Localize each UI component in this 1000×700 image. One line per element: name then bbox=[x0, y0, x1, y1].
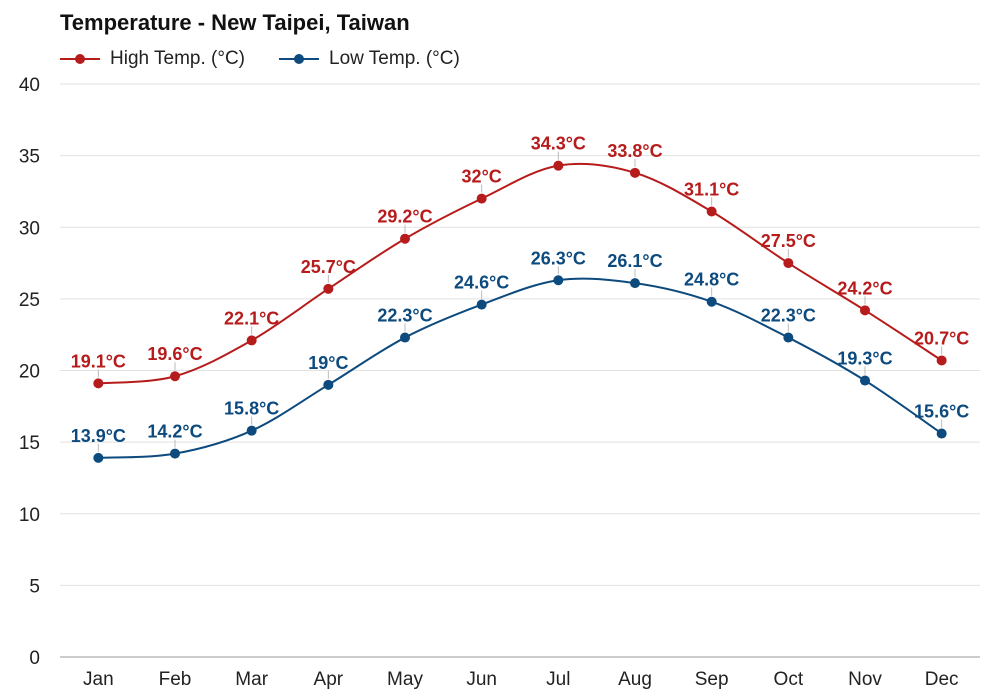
data-point-low bbox=[170, 448, 180, 459]
x-tick-label: Jul bbox=[546, 669, 570, 690]
legend-item-low[interactable]: Low Temp. (°C) bbox=[279, 48, 460, 70]
y-tick-label: 10 bbox=[19, 505, 40, 526]
data-label-low: 22.3°C bbox=[377, 306, 432, 326]
data-label-high: 29.2°C bbox=[377, 207, 432, 227]
x-tick-label: Mar bbox=[235, 669, 268, 690]
data-label-high: 24.2°C bbox=[837, 278, 892, 298]
data-label-low: 24.6°C bbox=[454, 273, 509, 293]
data-point-low bbox=[246, 425, 257, 436]
y-tick-label: 30 bbox=[19, 218, 40, 239]
legend: High Temp. (°C) Low Temp. (°C) bbox=[60, 48, 460, 70]
data-point-low bbox=[93, 452, 104, 463]
data-label-low: 26.3°C bbox=[531, 248, 586, 268]
data-label-low: 15.6°C bbox=[914, 402, 969, 422]
data-point-high bbox=[936, 355, 947, 366]
x-tick-label: Sep bbox=[695, 669, 729, 690]
x-tick-label: Dec bbox=[925, 669, 959, 690]
data-point-high bbox=[630, 167, 640, 178]
data-label-low: 26.1°C bbox=[607, 251, 662, 271]
data-point-low bbox=[783, 332, 794, 343]
data-point-high bbox=[246, 335, 257, 346]
data-point-high bbox=[783, 258, 794, 269]
y-tick-label: 15 bbox=[19, 433, 40, 454]
data-point-low bbox=[400, 332, 410, 343]
y-tick-label: 5 bbox=[29, 576, 40, 597]
legend-swatch-low bbox=[279, 52, 320, 66]
legend-item-high[interactable]: High Temp. (°C) bbox=[60, 48, 245, 70]
y-tick-label: 35 bbox=[19, 147, 40, 168]
x-tick-label: Aug bbox=[618, 669, 652, 690]
x-tick-label: Jun bbox=[466, 669, 497, 690]
data-label-low: 19°C bbox=[308, 353, 348, 373]
data-label-high: 32°C bbox=[462, 167, 502, 187]
x-tick-label: May bbox=[387, 669, 423, 690]
data-label-low: 19.3°C bbox=[837, 349, 892, 369]
data-point-low bbox=[860, 375, 870, 386]
data-point-low bbox=[936, 428, 947, 439]
data-point-high bbox=[400, 233, 410, 244]
series-line-high bbox=[98, 162, 943, 385]
data-point-high bbox=[93, 378, 104, 389]
data-label-high: 22.1°C bbox=[224, 308, 279, 328]
data-point-high bbox=[323, 283, 334, 294]
data-point-high bbox=[476, 193, 487, 204]
y-tick-label: 0 bbox=[29, 648, 40, 669]
data-point-high bbox=[170, 371, 180, 382]
data-label-low: 13.9°C bbox=[71, 426, 126, 446]
data-label-high: 31.1°C bbox=[684, 179, 739, 199]
data-label-high: 34.3°C bbox=[531, 134, 586, 154]
data-label-low: 22.3°C bbox=[761, 306, 816, 326]
x-tick-label: Oct bbox=[774, 669, 804, 690]
y-tick-label: 40 bbox=[19, 75, 40, 96]
data-label-high: 27.5°C bbox=[761, 231, 816, 251]
data-label-low: 15.8°C bbox=[224, 399, 279, 419]
y-tick-label: 20 bbox=[19, 362, 40, 383]
data-point-high bbox=[860, 305, 870, 316]
data-point-low bbox=[630, 278, 640, 289]
x-tick-label: Jan bbox=[83, 669, 114, 690]
data-point-low bbox=[553, 275, 564, 286]
chart-title: Temperature - New Taipei, Taiwan bbox=[60, 10, 410, 35]
data-point-high bbox=[706, 206, 717, 217]
data-label-low: 14.2°C bbox=[147, 422, 202, 442]
data-label-low: 24.8°C bbox=[684, 270, 739, 290]
y-tick-label: 25 bbox=[19, 290, 40, 311]
data-point-high bbox=[553, 160, 564, 171]
legend-label-high: High Temp. (°C) bbox=[110, 48, 246, 69]
legend-label-low: Low Temp. (°C) bbox=[329, 48, 460, 69]
x-tick-label: Apr bbox=[314, 669, 344, 690]
data-label-high: 20.7°C bbox=[914, 328, 969, 348]
data-label-high: 19.1°C bbox=[71, 351, 126, 371]
x-tick-label: Nov bbox=[848, 669, 882, 690]
data-point-low bbox=[706, 296, 717, 307]
data-point-low bbox=[323, 379, 334, 390]
data-point-low bbox=[476, 299, 487, 310]
legend-swatch-high bbox=[60, 52, 100, 66]
data-label-high: 19.6°C bbox=[147, 344, 202, 364]
x-tick-label: Feb bbox=[159, 669, 192, 690]
data-label-high: 33.8°C bbox=[607, 141, 662, 161]
data-label-high: 25.7°C bbox=[301, 257, 356, 277]
